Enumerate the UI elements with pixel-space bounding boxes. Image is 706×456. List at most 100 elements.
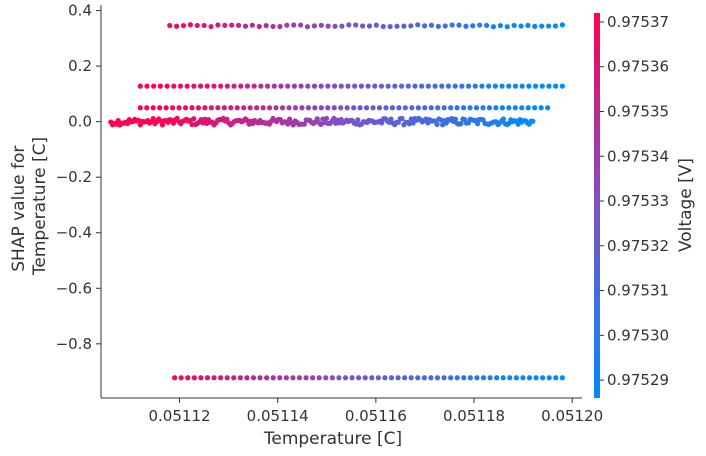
data-point <box>314 116 320 122</box>
data-point <box>323 375 329 381</box>
data-point <box>191 83 197 89</box>
data-point <box>454 105 460 111</box>
data-point <box>519 105 525 111</box>
data-point <box>499 105 505 111</box>
data-point <box>201 22 207 29</box>
data-point <box>532 83 539 89</box>
data-point <box>311 83 318 89</box>
data-point <box>266 105 273 111</box>
data-point <box>552 23 559 29</box>
data-point <box>487 375 493 381</box>
data-point <box>363 105 370 111</box>
data-point <box>249 22 255 28</box>
data-point <box>373 22 379 28</box>
data-point <box>425 83 431 89</box>
data-point <box>467 105 473 111</box>
data-point <box>525 22 531 28</box>
data-point <box>428 22 435 28</box>
data-point <box>290 122 296 128</box>
data-point <box>185 375 191 381</box>
data-point <box>459 83 465 89</box>
data-point <box>435 23 441 30</box>
data-point <box>254 105 260 111</box>
data-point <box>421 23 428 29</box>
data-point <box>452 116 459 122</box>
data-point <box>546 375 552 381</box>
data-point <box>296 375 303 381</box>
data-point <box>365 83 371 89</box>
data-point <box>490 24 497 30</box>
data-point <box>419 83 425 89</box>
data-point <box>388 375 395 381</box>
data-point <box>244 375 250 381</box>
data-point <box>342 375 349 381</box>
data-point <box>176 105 182 111</box>
data-point <box>312 105 318 111</box>
data-point <box>150 116 156 122</box>
data-point <box>204 83 210 89</box>
data-point <box>475 121 481 127</box>
data-point <box>546 83 552 89</box>
data-point <box>559 22 565 28</box>
data-point <box>518 23 524 29</box>
data-point <box>458 120 464 127</box>
data-point <box>362 375 368 381</box>
x-tick-label: 0.05112 <box>149 407 211 425</box>
y-tick-label: −0.2 <box>56 168 92 186</box>
data-point <box>421 375 427 381</box>
data-point <box>479 83 485 89</box>
data-point <box>493 105 499 111</box>
data-point <box>360 23 366 29</box>
data-point <box>434 375 441 381</box>
colorbar-tick-label: 0.97534 <box>607 147 669 165</box>
data-point <box>247 105 253 111</box>
x-tick-label: 0.05114 <box>247 407 309 425</box>
data-point <box>318 105 324 111</box>
data-point <box>375 375 381 381</box>
data-point <box>286 105 292 111</box>
data-point <box>463 23 469 29</box>
data-point <box>357 105 363 111</box>
data-point <box>512 105 518 111</box>
data-point <box>540 375 546 381</box>
data-point <box>396 105 402 111</box>
data-point <box>318 22 324 28</box>
data-point <box>452 83 458 89</box>
data-point <box>415 105 421 111</box>
colorbar-tick-label: 0.97531 <box>607 282 669 300</box>
data-point <box>372 83 378 89</box>
data-point <box>351 105 357 111</box>
data-point <box>389 105 396 111</box>
data-point <box>331 83 338 89</box>
data-point <box>499 83 505 89</box>
data-point <box>263 23 269 29</box>
data-point <box>349 375 355 381</box>
x-tick-label: 0.05118 <box>443 407 505 425</box>
data-point <box>159 122 166 128</box>
data-point <box>137 105 143 111</box>
data-point <box>198 375 204 381</box>
y-tick-label: 0.4 <box>68 2 92 20</box>
data-point <box>441 375 447 381</box>
colorbar-tick-label: 0.97536 <box>607 58 669 76</box>
data-point <box>325 83 331 89</box>
data-point <box>460 105 467 111</box>
data-point <box>559 83 565 89</box>
data-point <box>395 375 401 381</box>
data-point <box>189 121 195 128</box>
data-point <box>483 22 490 28</box>
data-point <box>415 22 421 28</box>
colorbar-tick-label: 0.97532 <box>607 237 669 255</box>
colorbar-tick-label: 0.97535 <box>607 102 669 120</box>
data-point <box>553 375 559 381</box>
data-point <box>157 105 163 111</box>
data-point <box>177 83 184 89</box>
data-point <box>379 120 385 126</box>
data-point <box>157 83 163 89</box>
data-point <box>151 83 157 89</box>
data-point <box>298 22 304 28</box>
data-point <box>415 375 421 381</box>
data-point <box>208 23 214 30</box>
data-point <box>345 83 351 89</box>
data-point <box>387 23 393 30</box>
